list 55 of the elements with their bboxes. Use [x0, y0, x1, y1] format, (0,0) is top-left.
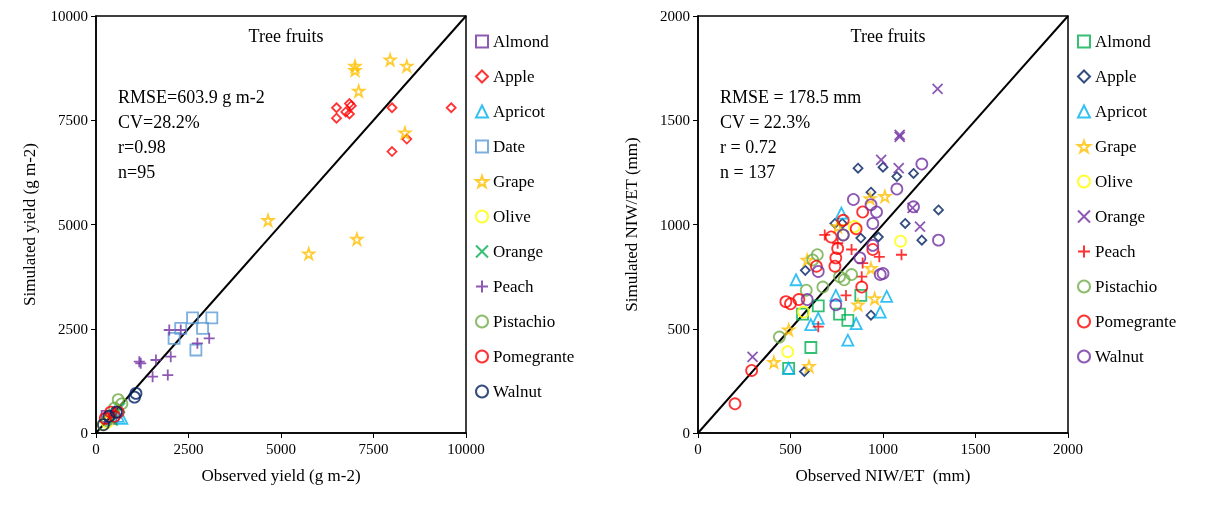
legend-label: Pistachio [493, 312, 556, 331]
legend-label: Pomegrante [1095, 312, 1177, 331]
text: Tree fruits [248, 26, 324, 46]
text: Tree fruits [850, 26, 926, 46]
legend-label: Peach [1095, 242, 1137, 261]
y-tick-label: 1500 [660, 112, 690, 129]
legend-label: Walnut [1095, 347, 1144, 366]
legend-label: Peach [493, 277, 535, 296]
x-axis-title: Observed NIW/ET (mm) [795, 466, 971, 485]
y-tick-label: 1000 [660, 216, 690, 233]
legend-label: Orange [493, 242, 544, 261]
x-axis-title: Observed yield (g m-2) [201, 466, 361, 485]
annotation: n=95 [118, 162, 156, 182]
x-tick-label: 5000 [266, 440, 296, 457]
y-tick-label: 2500 [58, 320, 88, 337]
x-tick-label: 0 [92, 440, 100, 457]
legend-label: Grape [493, 172, 535, 191]
legend-label: Olive [1095, 172, 1133, 191]
y-axis-title: Simulated NIW/ET (mm) [622, 137, 641, 312]
annotation: CV = 22.3% [720, 112, 811, 132]
legend-label: Orange [1095, 207, 1146, 226]
annotation: RMSE=603.9 g m-2 [118, 87, 265, 107]
x-tick-label: 500 [779, 440, 802, 457]
legend-label: Almond [1095, 32, 1152, 51]
x-tick-label: 10000 [447, 440, 485, 457]
x-tick-label: 2000 [1053, 440, 1083, 457]
legend-label: Pomegrante [493, 347, 575, 366]
y-tick-label: 10000 [50, 8, 88, 24]
annotation: CV=28.2% [118, 112, 200, 132]
x-tick-label: 1500 [960, 440, 991, 457]
annotation: n = 137 [720, 162, 776, 182]
legend-label: Apricot [493, 102, 546, 121]
legend-label: Pistachio [1095, 277, 1158, 296]
legend-label: Apple [1095, 67, 1137, 86]
legend-label: Grape [1095, 137, 1137, 156]
y-axis-title: Simulated yield (g m-2) [20, 143, 39, 306]
y-tick-label: 7500 [58, 112, 88, 129]
y-tick-label: 5000 [58, 216, 88, 233]
annotation: r=0.98 [118, 137, 166, 157]
y-tick-label: 0 [682, 425, 690, 441]
annotation: r = 0.72 [720, 137, 777, 157]
legend-label: Apricot [1095, 102, 1148, 121]
annotation: RMSE = 178.5 mm [720, 87, 862, 107]
legend-label: Olive [493, 207, 531, 226]
x-tick-label: 0 [694, 440, 702, 457]
x-tick-label: 7500 [358, 440, 389, 457]
legend-label: Date [493, 137, 526, 156]
y-tick-label: 500 [667, 320, 690, 337]
legend-label: Almond [493, 32, 550, 51]
x-tick-label: 1000 [868, 440, 898, 457]
y-tick-label: 0 [80, 425, 88, 441]
y-tick-label: 2000 [660, 8, 690, 24]
legend-label: Walnut [493, 382, 542, 401]
x-tick-label: 2500 [173, 440, 204, 457]
legend-label: Apple [493, 67, 535, 86]
